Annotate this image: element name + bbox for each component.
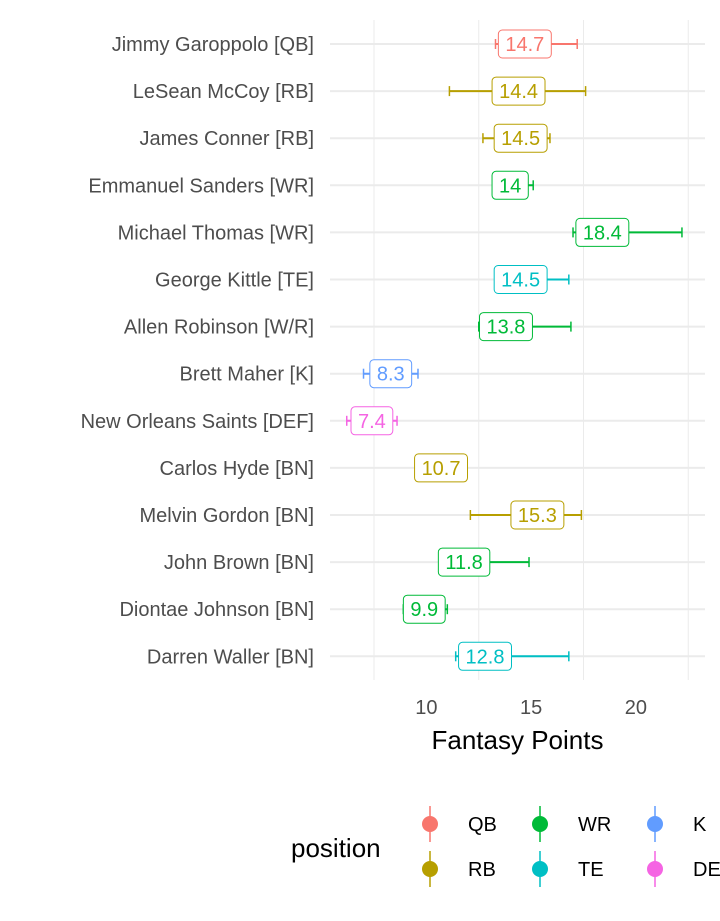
y-axis-label: James Conner [RB]	[139, 128, 314, 150]
y-axis-label: Carlos Hyde [BN]	[160, 458, 315, 480]
value-label: 14.4	[491, 76, 546, 106]
y-axis-labels: Jimmy Garoppolo [QB] LeSean McCoy [RB] Jam…	[81, 34, 314, 668]
value-label-box	[497, 29, 552, 59]
value-label-text: 7.4	[358, 411, 386, 433]
y-axis-label: Darren Waller [BN]	[147, 646, 314, 668]
value-label-box	[491, 170, 529, 200]
y-axis-label: Brett Maher [K]	[180, 364, 315, 386]
value-label-box	[575, 217, 630, 247]
legend-item-te: TE	[532, 851, 604, 887]
value-label-text: 18.4	[583, 222, 622, 244]
y-axis-label: Emmanuel Sanders [WR]	[88, 175, 314, 197]
value-label-text: 10.7	[422, 458, 461, 480]
y-axis-label: George Kittle [TE]	[155, 270, 314, 292]
x-axis-title: Fantasy Points	[432, 725, 604, 755]
value-label-text: 14.5	[501, 128, 540, 150]
legend-key-point	[532, 861, 548, 877]
y-axis-label: Michael Thomas [WR]	[118, 222, 314, 244]
value-label: 13.8	[479, 312, 533, 342]
value-label: 7.4	[350, 406, 394, 436]
value-label-box	[458, 641, 512, 671]
value-label-text: 8.3	[377, 364, 405, 386]
legend-item-k: K	[647, 806, 707, 842]
value-label-box	[369, 359, 413, 389]
value-label: 14.7	[497, 29, 552, 59]
legend-label: RB	[468, 859, 496, 881]
value-label-text: 14.7	[505, 34, 544, 56]
y-axis-label: LeSean McCoy [RB]	[133, 81, 314, 103]
value-label-text: 14.4	[499, 81, 538, 103]
legend-label: TE	[578, 859, 604, 881]
legend-key-point	[647, 816, 663, 832]
value-label: 14.5	[493, 265, 548, 294]
y-axis-label: Jimmy Garoppolo [QB]	[112, 34, 314, 56]
legend-key-point	[422, 861, 438, 877]
value-label-text: 14.5	[501, 270, 540, 292]
x-axis-ticks: 10 15 20	[415, 697, 647, 719]
value-label-text: 13.8	[487, 317, 526, 339]
value-label-box	[437, 547, 491, 577]
value-label: 8.3	[369, 359, 413, 389]
value-label: 14	[491, 170, 529, 200]
y-axis-label: Melvin Gordon [BN]	[139, 505, 314, 527]
value-label-text: 14	[499, 175, 521, 197]
legend-item-qb: QB	[422, 806, 497, 842]
y-axis-label: John Brown [BN]	[164, 552, 314, 574]
value-label-text: 15.3	[518, 505, 557, 527]
value-label-box	[350, 406, 394, 436]
value-label-box	[510, 500, 565, 530]
value-label-box	[479, 312, 533, 342]
value-label: 14.5	[493, 123, 548, 153]
value-label: 18.4	[575, 217, 630, 247]
y-axis-label: Diontae Johnson [BN]	[119, 599, 314, 621]
value-label-text: 12.8	[466, 646, 505, 668]
legend-item-rb: RB	[422, 851, 496, 887]
y-axis-label: New Orleans Saints [DEF]	[81, 411, 314, 433]
legend-key-point	[532, 816, 548, 832]
value-labels: 14.7 14.4 14.5 14 18.4 14.5 13.8 8.3 7.4 10.7 15.3…	[350, 29, 630, 671]
value-label-box	[414, 453, 469, 483]
legend-key-point	[422, 816, 438, 832]
value-label-box	[402, 594, 446, 624]
value-label: 11.8	[437, 547, 491, 577]
legend: position QB RB WR TE K DEF	[291, 806, 720, 887]
value-label: 12.8	[458, 641, 512, 671]
value-label-box	[493, 123, 548, 153]
grid	[330, 20, 705, 680]
value-label: 9.9	[402, 594, 446, 624]
legend-item-wr: WR	[532, 806, 611, 842]
legend-label: WR	[578, 814, 611, 836]
value-label-text: 11.8	[445, 552, 482, 574]
value-label-box	[493, 265, 548, 294]
legend-item-def: DEF	[647, 851, 720, 887]
value-label: 15.3	[510, 500, 565, 530]
x-tick-label: 20	[625, 697, 647, 719]
legend-label: K	[693, 814, 707, 836]
legend-key-point	[647, 861, 663, 877]
value-label-text: 9.9	[410, 599, 438, 621]
x-tick-label: 15	[520, 697, 542, 719]
legend-label: QB	[468, 814, 497, 836]
x-tick-label: 10	[415, 697, 437, 719]
value-label-box	[491, 76, 546, 106]
y-axis-label: Allen Robinson [W/R]	[124, 317, 314, 339]
legend-title: position	[291, 833, 381, 863]
value-label: 10.7	[414, 453, 469, 483]
legend-label: DEF	[693, 859, 720, 881]
